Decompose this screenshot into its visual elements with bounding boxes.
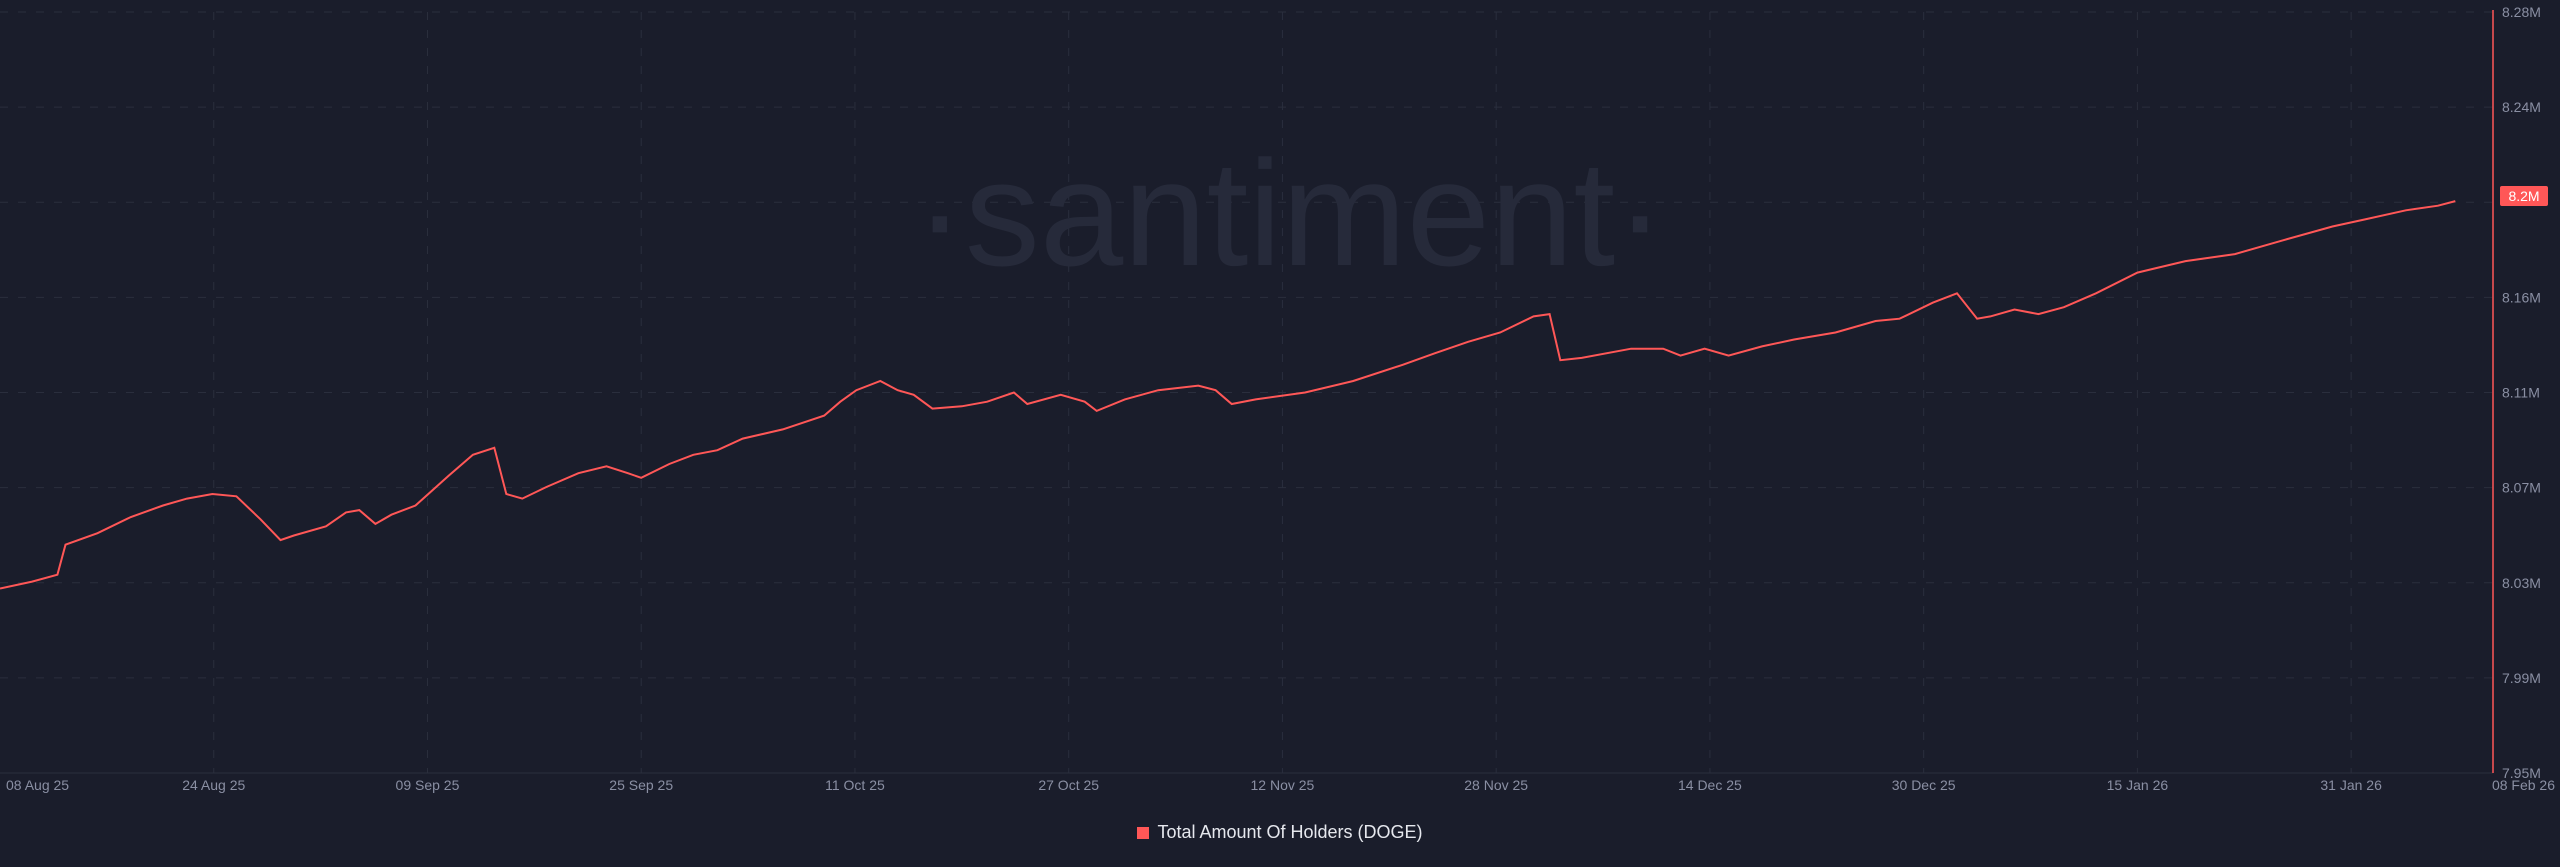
y-axis-ticks: 8.28M8.24M8.2M8.16M8.11M8.07M8.03M7.99M7… xyxy=(2502,4,2541,781)
y-tick-label: 8.24M xyxy=(2502,99,2541,115)
grid xyxy=(0,11,2493,773)
x-tick-label: 15 Jan 26 xyxy=(2107,777,2169,793)
last-value-badge: 8.2M xyxy=(2500,186,2548,207)
x-tick-label: 08 Feb 26 xyxy=(2492,777,2555,793)
legend-label: Total Amount Of Holders (DOGE) xyxy=(1157,822,1423,842)
x-tick-label: 25 Sep 25 xyxy=(609,777,673,793)
x-tick-label: 30 Dec 25 xyxy=(1892,777,1956,793)
x-tick-label: 27 Oct 25 xyxy=(1038,777,1099,793)
x-tick-label: 14 Dec 25 xyxy=(1678,777,1742,793)
y-tick-label: 7.95M xyxy=(2502,765,2541,781)
x-tick-label: 09 Sep 25 xyxy=(396,777,460,793)
x-tick-label: 24 Aug 25 xyxy=(182,777,245,793)
y-tick-label: 8.07M xyxy=(2502,480,2541,496)
legend[interactable]: Total Amount Of Holders (DOGE) xyxy=(0,822,2560,843)
y-tick-label: 8.11M xyxy=(2502,385,2540,401)
y-tick-label: 8.28M xyxy=(2502,4,2541,20)
x-tick-label: 08 Aug 25 xyxy=(6,777,69,793)
y-tick-label: 7.99M xyxy=(2502,670,2541,686)
x-axis-ticks: 08 Aug 25 24 Aug 25 09 Sep 25 25 Sep 25 11 O… xyxy=(6,777,2555,793)
y-tick-label: 8.03M xyxy=(2502,575,2541,591)
legend-swatch xyxy=(1137,827,1150,839)
y-tick-label: 8.16M xyxy=(2502,289,2541,305)
x-tick-label: 11 Oct 25 xyxy=(825,777,885,793)
x-tick-label: 28 Nov 25 xyxy=(1464,777,1528,793)
x-tick-label: 12 Nov 25 xyxy=(1251,777,1315,793)
series-line-doge-holders xyxy=(0,200,2456,590)
x-tick-label: 31 Jan 26 xyxy=(2320,777,2382,793)
watermark: ·santiment· xyxy=(915,129,1665,297)
